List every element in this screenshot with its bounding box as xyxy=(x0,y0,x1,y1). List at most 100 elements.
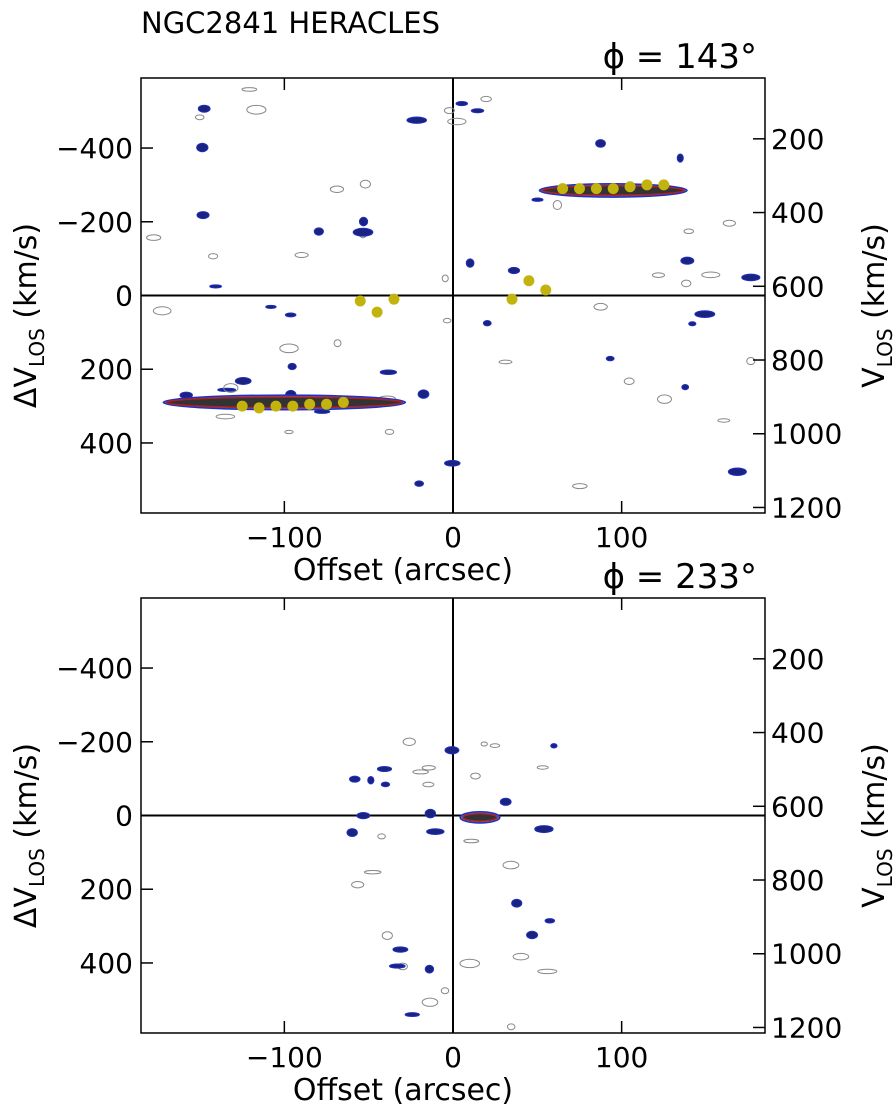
noise-contour xyxy=(502,860,520,870)
noise-contour xyxy=(406,116,428,124)
right-y-tick-label: 800 xyxy=(771,864,824,897)
rotation-curve-point xyxy=(573,183,585,195)
noise-contour xyxy=(284,429,294,435)
noise-contour xyxy=(470,108,485,114)
noise-contour xyxy=(623,377,635,386)
noise-contour xyxy=(246,104,267,115)
noise-contour xyxy=(358,216,369,227)
y-axis-label-right-main: V xyxy=(857,887,892,908)
emission-contour-inner xyxy=(462,812,498,822)
noise-contour xyxy=(208,253,219,260)
rotation-curve-point xyxy=(590,183,602,195)
noise-contour xyxy=(544,918,556,924)
rotation-curve-point xyxy=(236,400,248,412)
pv-panel-phi-143: −100 0 100 −400 −200 0 200 400 200 400 600 800 1000 1… xyxy=(9,37,896,588)
noise-contour xyxy=(381,931,393,940)
noise-contour xyxy=(595,139,606,148)
y-axis-label-right-unit: (km/s) xyxy=(857,223,892,328)
noise-contour xyxy=(651,272,666,278)
emission-contour-inner xyxy=(165,396,404,409)
noise-contour xyxy=(426,828,445,835)
pv-panel-phi-233: −100 0 100 −400 −200 0 200 400 200 400 600 800 1000 1… xyxy=(9,557,896,1108)
noise-contours xyxy=(146,87,761,490)
noise-contour xyxy=(314,409,331,414)
noise-contour xyxy=(422,781,435,788)
right-y-tick-label: 600 xyxy=(771,790,824,823)
noise-contour xyxy=(215,413,236,420)
noise-contour xyxy=(421,765,436,771)
noise-contour xyxy=(676,153,684,163)
right-y-tick-label: 200 xyxy=(771,123,824,156)
noise-contour xyxy=(480,741,488,747)
figure-title: NGC2841 HERACLES xyxy=(141,6,440,40)
noise-contour xyxy=(683,228,694,235)
noise-contour xyxy=(746,357,756,366)
rotation-curve-point xyxy=(624,181,636,193)
noise-contours xyxy=(346,737,558,1031)
rotation-curve-point xyxy=(304,398,316,410)
y-axis-label-left-unit: (km/s) xyxy=(9,223,44,328)
noise-contour xyxy=(284,312,297,318)
y-axis-label-right: VLOS (km/s) xyxy=(857,743,896,908)
rotation-curve-point xyxy=(287,400,299,412)
noise-contour xyxy=(417,389,430,399)
noise-contour xyxy=(152,306,172,316)
right-y-tick-label: 600 xyxy=(771,270,824,303)
rotation-curve-point xyxy=(388,293,400,305)
y-axis-label-left-sub: LOS xyxy=(25,328,49,367)
noise-contour xyxy=(333,339,342,348)
y-axis-label-right-sub: LOS xyxy=(873,328,896,367)
noise-contour xyxy=(348,775,361,783)
y-axis-label-left: ΔVLOS (km/s) xyxy=(9,223,49,408)
noise-contour xyxy=(356,812,371,820)
noise-contour xyxy=(279,343,299,354)
x-tick-label: −100 xyxy=(246,521,323,554)
noise-contour xyxy=(605,355,615,362)
y-axis-label-left-sub: LOS xyxy=(25,848,49,887)
noise-contour xyxy=(512,952,530,961)
y-tick-label: 200 xyxy=(80,873,133,906)
noise-contour xyxy=(470,772,481,780)
rotation-curve-point xyxy=(337,396,349,408)
y-axis-label-left-main: ΔV xyxy=(9,887,44,929)
y-axis-label-right-unit: (km/s) xyxy=(857,743,892,848)
noise-contour xyxy=(265,304,277,310)
noise-contour xyxy=(346,828,358,838)
noise-contour xyxy=(480,95,492,103)
noise-contour xyxy=(287,362,297,371)
noise-contour xyxy=(526,930,539,940)
noise-contour xyxy=(444,459,461,467)
noise-contour xyxy=(694,310,716,319)
noise-contour xyxy=(593,302,608,311)
x-tick-label: 100 xyxy=(595,1041,648,1074)
rotation-curve-point xyxy=(253,402,265,414)
noise-contour xyxy=(194,114,205,121)
noise-contour xyxy=(741,273,761,282)
noise-contour xyxy=(537,968,558,975)
right-y-tick-label: 200 xyxy=(771,643,824,676)
noise-contour xyxy=(681,383,690,391)
y-axis-label-left-unit: (km/s) xyxy=(9,743,44,848)
noise-contour xyxy=(550,743,558,749)
noise-contour xyxy=(329,185,345,193)
noise-contour xyxy=(701,271,721,279)
noise-contour xyxy=(572,483,588,490)
rotation-curve-point xyxy=(523,275,535,287)
noise-contour xyxy=(465,258,475,268)
noise-contour xyxy=(552,200,563,210)
noise-contour xyxy=(209,284,223,289)
noise-contour xyxy=(447,117,467,126)
right-y-tick-label: 400 xyxy=(771,197,824,230)
noise-contour xyxy=(392,946,409,953)
noise-contour xyxy=(414,480,424,487)
noise-contour xyxy=(384,428,395,435)
noise-contour xyxy=(463,838,480,844)
noise-contour xyxy=(424,964,435,974)
noise-contour xyxy=(379,369,398,376)
y-axis-label-right-main: V xyxy=(857,367,892,388)
y-tick-label: −400 xyxy=(56,132,133,165)
noise-contour xyxy=(657,394,672,404)
noise-contour xyxy=(294,252,309,259)
y-axis-label-right: VLOS (km/s) xyxy=(857,223,896,388)
